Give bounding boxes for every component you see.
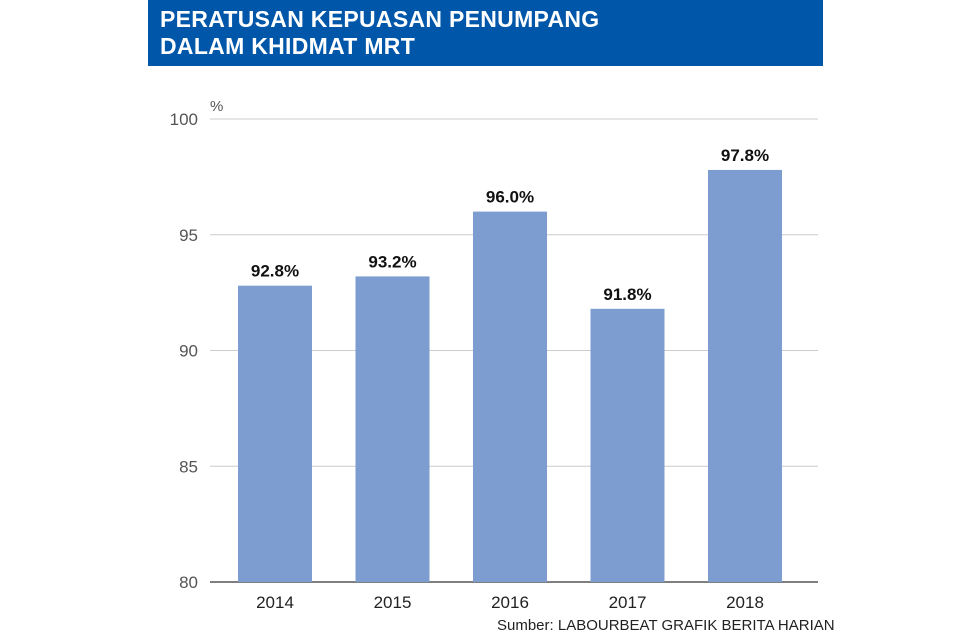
- y-tick-label: 100: [170, 110, 198, 129]
- bar: [473, 211, 547, 582]
- title-banner: PERATUSAN KEPUASAN PENUMPANG DALAM KHIDM…: [148, 0, 823, 66]
- bar-value-label: 91.8%: [603, 285, 651, 304]
- bar: [238, 285, 312, 582]
- bar-value-label: 96.0%: [486, 188, 534, 207]
- x-tick-label: 2017: [609, 593, 647, 612]
- x-tick-label: 2014: [256, 593, 294, 612]
- source-credit: Sumber: LABOURBEAT GRAFIK BERITA HARIAN: [497, 617, 835, 634]
- chart-title-line-1: PERATUSAN KEPUASAN PENUMPANG: [160, 6, 600, 32]
- x-tick-label: 2018: [726, 593, 764, 612]
- bar: [708, 169, 782, 582]
- x-tick-label: 2015: [374, 593, 412, 612]
- bar: [355, 276, 430, 582]
- y-tick-label: 85: [179, 457, 198, 476]
- y-tick-label: 80: [179, 573, 198, 592]
- bar-value-label: 93.2%: [368, 252, 416, 271]
- y-tick-label: 90: [179, 342, 198, 361]
- y-tick-label: 95: [179, 226, 198, 245]
- bar-value-label: 97.8%: [721, 146, 769, 165]
- x-tick-label: 2016: [491, 593, 529, 612]
- bar-value-label: 92.8%: [251, 262, 299, 281]
- y-unit-label: %: [210, 98, 223, 115]
- chart-title-line-2: DALAM KHIDMAT MRT: [160, 33, 416, 59]
- bar: [590, 308, 665, 582]
